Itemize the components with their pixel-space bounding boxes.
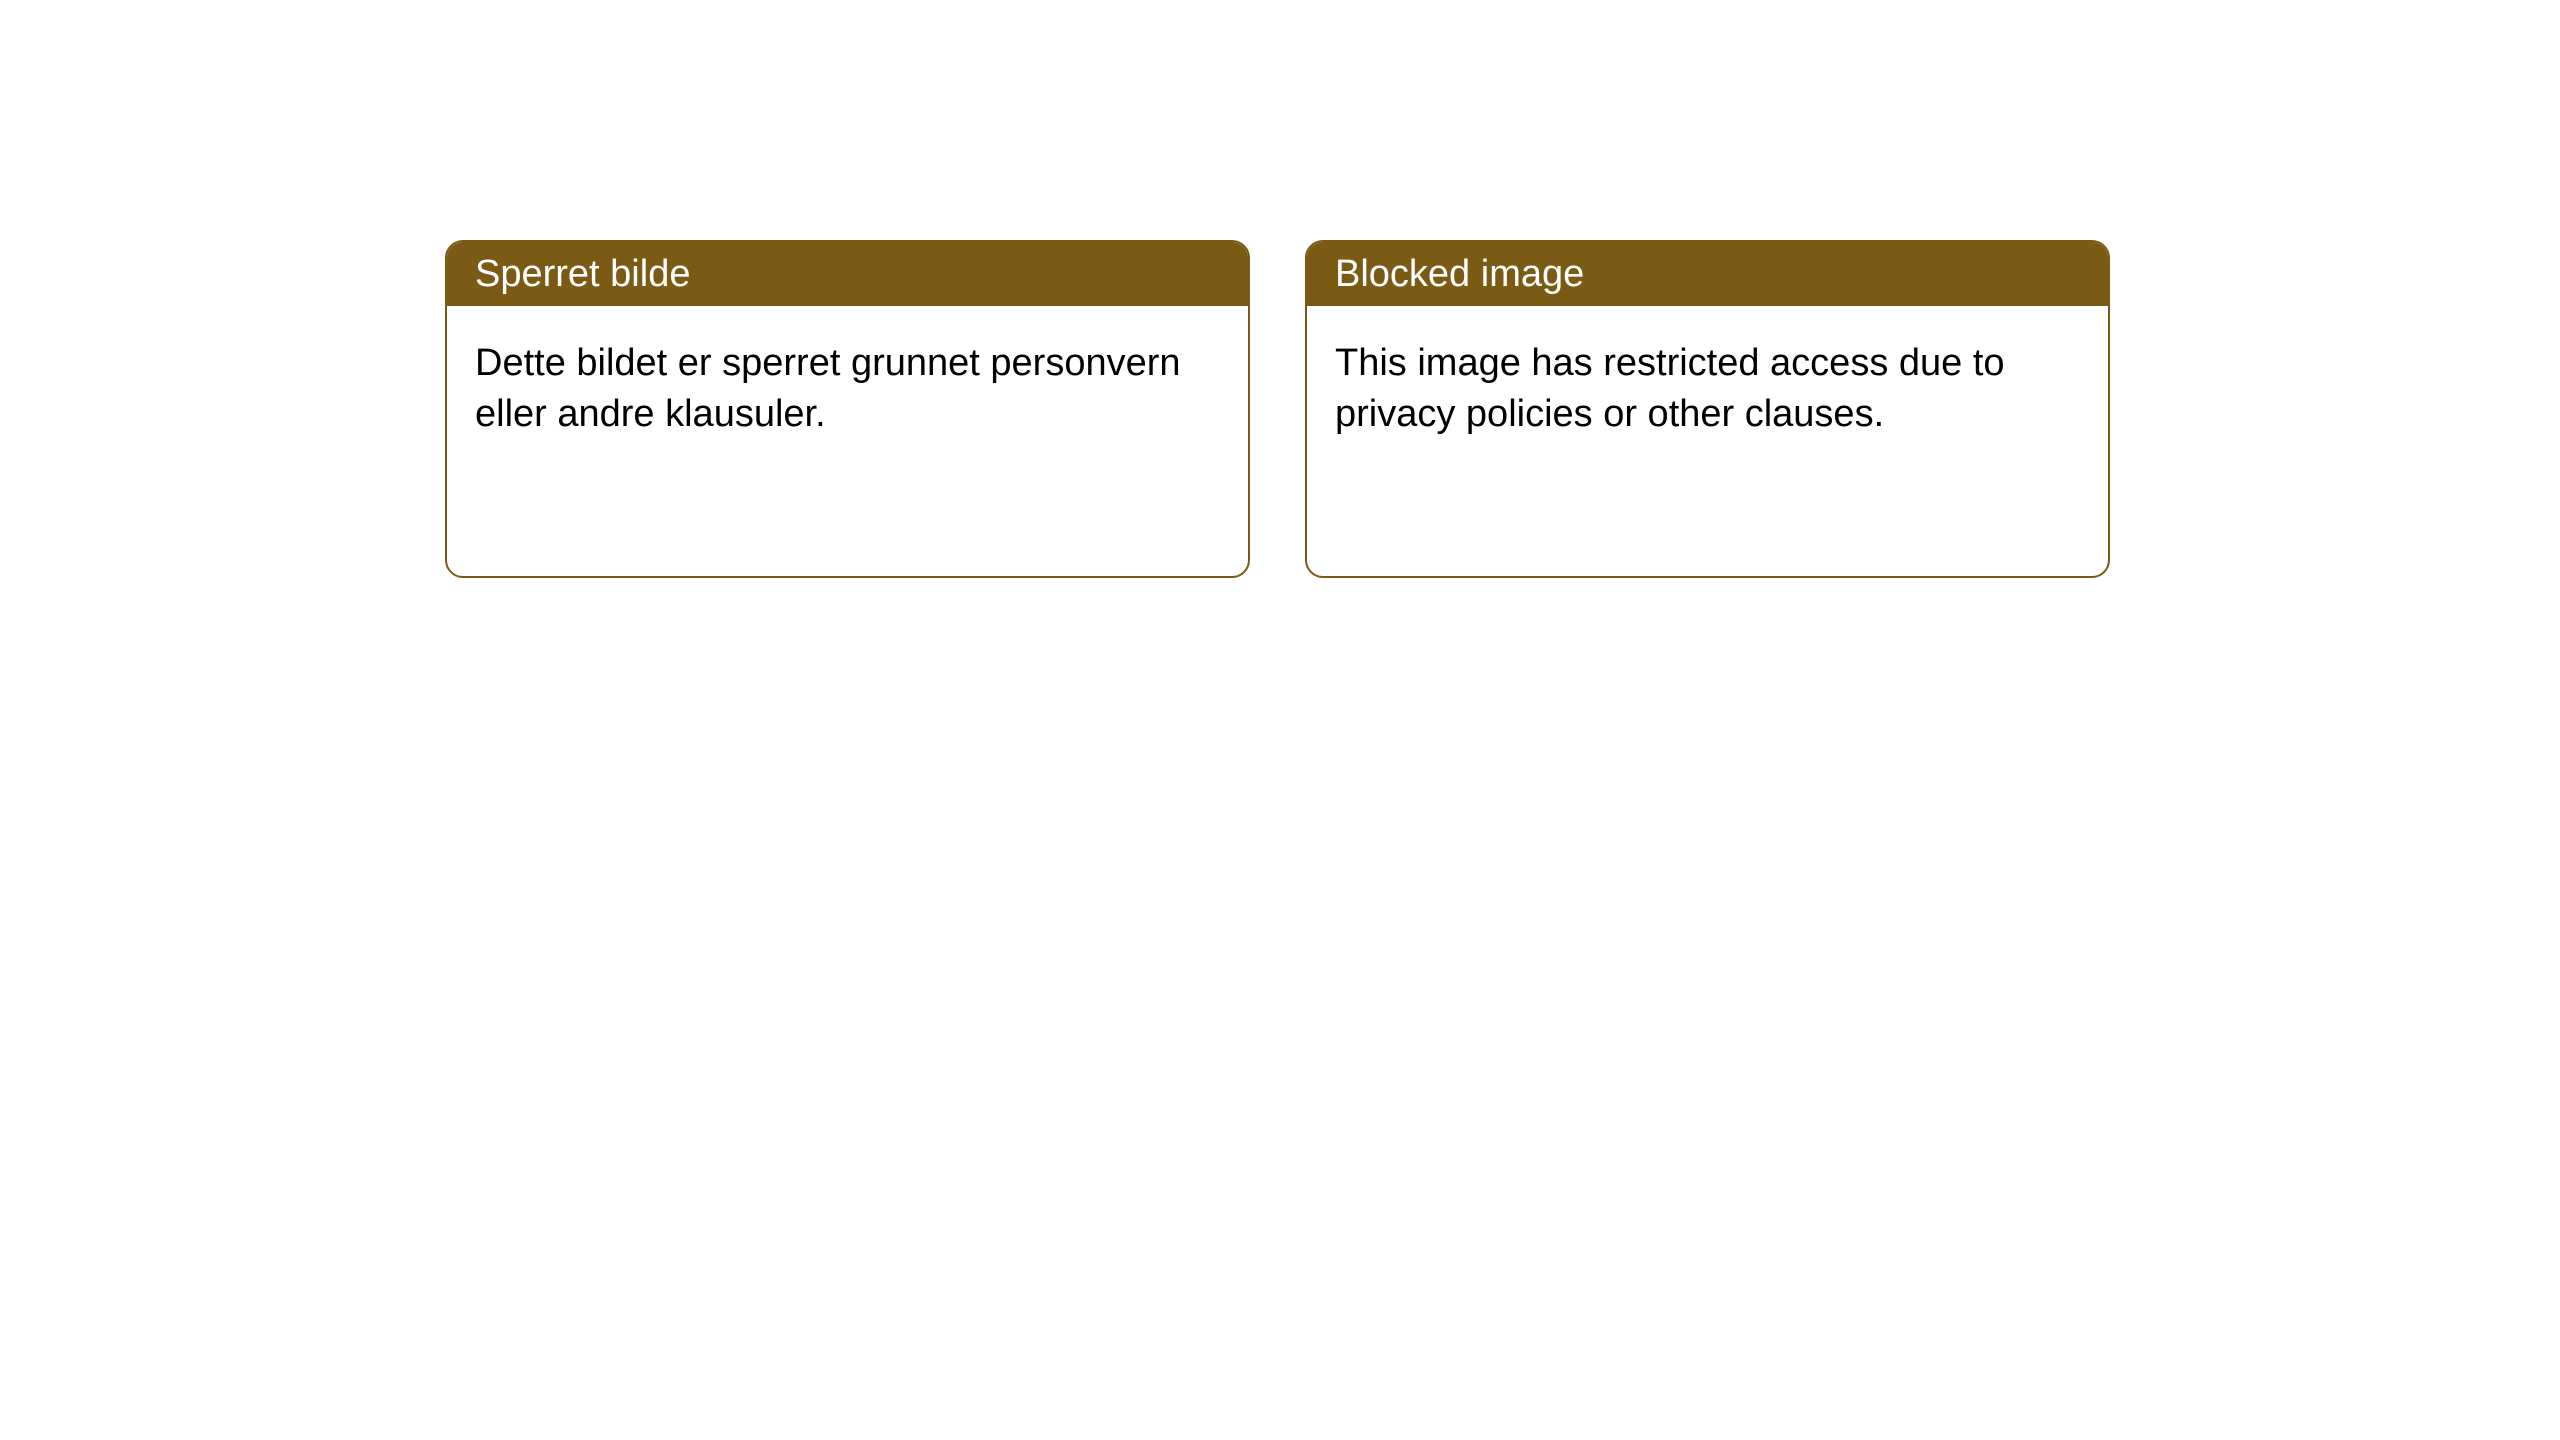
card-body: This image has restricted access due to … xyxy=(1307,306,2108,472)
card-english: Blocked image This image has restricted … xyxy=(1305,240,2110,578)
card-norwegian: Sperret bilde Dette bildet er sperret gr… xyxy=(445,240,1250,578)
cards-container: Sperret bilde Dette bildet er sperret gr… xyxy=(445,240,2560,578)
card-title: Sperret bilde xyxy=(475,253,690,296)
card-header: Sperret bilde xyxy=(447,242,1248,306)
card-header: Blocked image xyxy=(1307,242,2108,306)
card-body-text: Dette bildet er sperret grunnet personve… xyxy=(475,342,1181,435)
card-title: Blocked image xyxy=(1335,253,1584,296)
card-body-text: This image has restricted access due to … xyxy=(1335,342,2005,435)
card-body: Dette bildet er sperret grunnet personve… xyxy=(447,306,1248,472)
